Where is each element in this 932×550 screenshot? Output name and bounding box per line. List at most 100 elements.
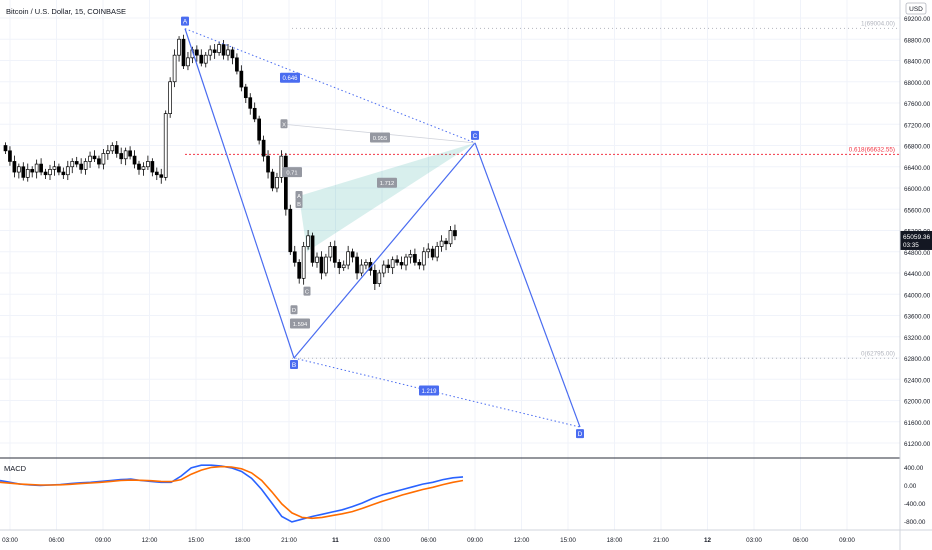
- candle-body[interactable]: [25, 169, 30, 178]
- candle-body[interactable]: [221, 44, 226, 56]
- candle-body[interactable]: [297, 262, 302, 279]
- candle-body[interactable]: [101, 153, 106, 165]
- candle-body[interactable]: [92, 155, 97, 160]
- candle-body[interactable]: [43, 171, 48, 176]
- candle-body[interactable]: [163, 113, 168, 178]
- candle-body[interactable]: [373, 269, 377, 284]
- candle-body[interactable]: [186, 57, 190, 67]
- candle-body[interactable]: [404, 256, 408, 266]
- candle-body[interactable]: [159, 174, 164, 178]
- candle-body[interactable]: [114, 145, 119, 154]
- candle-body[interactable]: [119, 153, 124, 160]
- candle-body[interactable]: [386, 264, 391, 269]
- macd-series-line[interactable]: [0, 465, 464, 520]
- candle-body[interactable]: [48, 169, 52, 176]
- candle-body[interactable]: [105, 150, 110, 154]
- candle-body[interactable]: [408, 254, 413, 258]
- candle-body[interactable]: [34, 163, 39, 173]
- candle-body[interactable]: [364, 262, 368, 266]
- candle-body[interactable]: [17, 166, 21, 173]
- candle-body[interactable]: [181, 38, 186, 67]
- candle-body[interactable]: [128, 150, 132, 157]
- candle-body[interactable]: [39, 163, 43, 173]
- candle-body[interactable]: [315, 256, 319, 263]
- candle-body[interactable]: [239, 70, 244, 88]
- candle-body[interactable]: [430, 248, 435, 258]
- candle-body[interactable]: [8, 150, 12, 162]
- candle-body[interactable]: [453, 230, 457, 237]
- candle-body[interactable]: [435, 246, 439, 258]
- candle-body[interactable]: [421, 251, 426, 266]
- candle-body[interactable]: [306, 235, 310, 247]
- pattern-ratio-line[interactable]: [293, 357, 581, 428]
- candle-body[interactable]: [12, 161, 17, 173]
- candle-body[interactable]: [123, 150, 128, 160]
- candle-body[interactable]: [52, 166, 57, 170]
- candle-body[interactable]: [257, 118, 261, 141]
- candle-body[interactable]: [217, 44, 221, 53]
- candle-body[interactable]: [3, 145, 8, 152]
- candle-body[interactable]: [444, 240, 448, 245]
- candle-body[interactable]: [301, 246, 306, 279]
- candle-body[interactable]: [195, 49, 199, 56]
- candle-body[interactable]: [83, 161, 88, 170]
- candle-body[interactable]: [279, 155, 284, 178]
- candle-body[interactable]: [74, 161, 79, 165]
- candle-body[interactable]: [141, 166, 146, 170]
- macd-series-line[interactable]: [0, 464, 464, 523]
- candle-body[interactable]: [270, 171, 275, 189]
- candle-body[interactable]: [284, 155, 288, 210]
- candle-body[interactable]: [355, 256, 359, 274]
- candle-body[interactable]: [70, 161, 75, 168]
- candle-body[interactable]: [132, 155, 137, 165]
- candle-body[interactable]: [439, 240, 444, 247]
- candle-body[interactable]: [208, 49, 213, 56]
- candle-body[interactable]: [154, 171, 159, 176]
- candle-body[interactable]: [61, 171, 66, 176]
- candle-body[interactable]: [350, 251, 355, 258]
- candle-body[interactable]: [248, 97, 253, 109]
- candle-body[interactable]: [226, 49, 230, 56]
- candle-body[interactable]: [261, 139, 266, 157]
- candlestick-series[interactable]: [3, 34, 457, 290]
- candle-body[interactable]: [310, 235, 315, 263]
- candle-body[interactable]: [288, 208, 293, 253]
- pattern-point-badge[interactable]: [290, 360, 298, 369]
- currency-button[interactable]: [905, 2, 927, 15]
- candle-body[interactable]: [212, 49, 217, 53]
- candle-body[interactable]: [328, 246, 333, 258]
- price-axis[interactable]: 69200.00 68800.00 68400.00 68000.00 67600.00…: [900, 2, 932, 448]
- candle-body[interactable]: [177, 38, 181, 56]
- pattern-leg[interactable]: [293, 142, 476, 359]
- candle-body[interactable]: [230, 49, 235, 59]
- candle-body[interactable]: [359, 264, 364, 274]
- candle-body[interactable]: [168, 81, 172, 114]
- candle-body[interactable]: [110, 145, 115, 152]
- candle-body[interactable]: [266, 155, 270, 173]
- candle-body[interactable]: [448, 230, 453, 245]
- candle-body[interactable]: [332, 246, 337, 263]
- candle-body[interactable]: [292, 251, 297, 263]
- candle-body[interactable]: [88, 155, 92, 162]
- candle-body[interactable]: [65, 166, 70, 176]
- candle-body[interactable]: [79, 163, 84, 170]
- candle-body[interactable]: [150, 161, 155, 173]
- candle-body[interactable]: [203, 54, 208, 64]
- inner-pattern-fill[interactable]: [299, 142, 475, 252]
- candle-body[interactable]: [381, 264, 386, 274]
- candle-body[interactable]: [30, 169, 35, 173]
- candle-body[interactable]: [426, 248, 431, 253]
- candle-body[interactable]: [137, 163, 141, 170]
- candle-body[interactable]: [399, 262, 404, 266]
- candle-body[interactable]: [252, 107, 257, 120]
- macd-pane[interactable]: MACD 400.00 0.00 -400.00 -800.00: [0, 464, 926, 526]
- candle-body[interactable]: [319, 256, 324, 274]
- candle-body[interactable]: [413, 254, 417, 263]
- candle-body[interactable]: [324, 256, 328, 274]
- candle-body[interactable]: [390, 259, 395, 269]
- candle-body[interactable]: [341, 264, 346, 269]
- candle-body[interactable]: [395, 259, 399, 263]
- pattern-point-badge[interactable]: [576, 429, 584, 439]
